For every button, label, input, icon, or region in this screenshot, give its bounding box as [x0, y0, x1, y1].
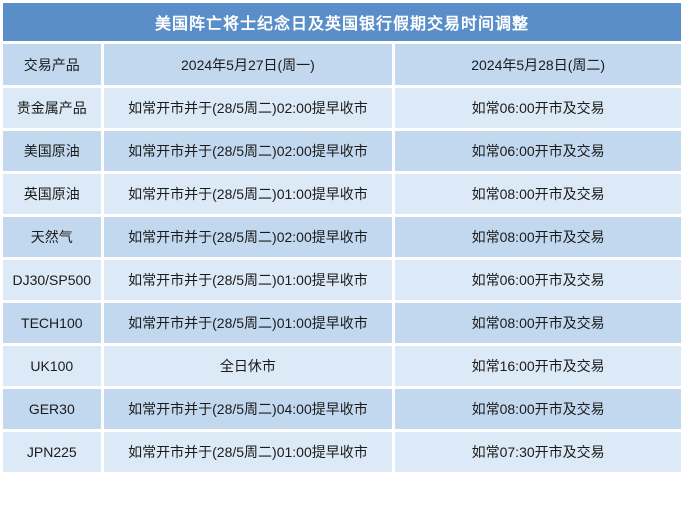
table-row-ger30: GER30 如常开市并于(28/5周二)04:00提早收市 如常08:00开市及… [3, 389, 681, 429]
product-cell: 贵金属产品 [3, 88, 101, 128]
holiday-trading-hours-table: 美国阵亡将士纪念日及英国银行假期交易时间调整 交易产品 2024年5月27日(周… [3, 3, 681, 472]
monday-cell: 如常开市并于(28/5周二)01:00提早收市 [103, 432, 393, 472]
product-cell: JPN225 [3, 432, 101, 472]
monday-cell: 全日休市 [103, 346, 393, 386]
table-row-us-crude: 美国原油 如常开市并于(28/5周二)02:00提早收市 如常06:00开市及交… [3, 131, 681, 171]
table-title: 美国阵亡将士纪念日及英国银行假期交易时间调整 [3, 3, 681, 41]
monday-cell: 如常开市并于(28/5周二)01:00提早收市 [103, 303, 393, 343]
product-cell: DJ30/SP500 [3, 260, 101, 300]
tuesday-cell: 如常08:00开市及交易 [395, 389, 681, 429]
product-cell: TECH100 [3, 303, 101, 343]
table-row-tech100: TECH100 如常开市并于(28/5周二)01:00提早收市 如常08:00开… [3, 303, 681, 343]
tuesday-cell: 如常06:00开市及交易 [395, 88, 681, 128]
monday-cell: 如常开市并于(28/5周二)01:00提早收市 [103, 174, 393, 214]
monday-cell: 如常开市并于(28/5周二)01:00提早收市 [103, 260, 393, 300]
tuesday-cell: 如常08:00开市及交易 [395, 303, 681, 343]
table-row-precious-metals: 贵金属产品 如常开市并于(28/5周二)02:00提早收市 如常06:00开市及… [3, 88, 681, 128]
column-header-product: 交易产品 [3, 44, 101, 85]
column-header-monday: 2024年5月27日(周一) [103, 44, 393, 85]
table-row-uk-crude: 英国原油 如常开市并于(28/5周二)01:00提早收市 如常08:00开市及交… [3, 174, 681, 214]
table-row-uk100: UK100 全日休市 如常16:00开市及交易 [3, 346, 681, 386]
table-row-dj30-sp500: DJ30/SP500 如常开市并于(28/5周二)01:00提早收市 如常06:… [3, 260, 681, 300]
monday-cell: 如常开市并于(28/5周二)02:00提早收市 [103, 217, 393, 257]
monday-cell: 如常开市并于(28/5周二)02:00提早收市 [103, 88, 393, 128]
tuesday-cell: 如常06:00开市及交易 [395, 131, 681, 171]
tuesday-cell: 如常06:00开市及交易 [395, 260, 681, 300]
product-cell: 英国原油 [3, 174, 101, 214]
product-cell: GER30 [3, 389, 101, 429]
column-header-row: 交易产品 2024年5月27日(周一) 2024年5月28日(周二) [3, 44, 681, 85]
tuesday-cell: 如常08:00开市及交易 [395, 174, 681, 214]
product-cell: 天然气 [3, 217, 101, 257]
product-cell: 美国原油 [3, 131, 101, 171]
title-row: 美国阵亡将士纪念日及英国银行假期交易时间调整 [3, 3, 681, 41]
tuesday-cell: 如常07:30开市及交易 [395, 432, 681, 472]
column-header-tuesday: 2024年5月28日(周二) [395, 44, 681, 85]
table-row-jpn225: JPN225 如常开市并于(28/5周二)01:00提早收市 如常07:30开市… [3, 432, 681, 472]
monday-cell: 如常开市并于(28/5周二)04:00提早收市 [103, 389, 393, 429]
tuesday-cell: 如常16:00开市及交易 [395, 346, 681, 386]
monday-cell: 如常开市并于(28/5周二)02:00提早收市 [103, 131, 393, 171]
tuesday-cell: 如常08:00开市及交易 [395, 217, 681, 257]
table-row-natural-gas: 天然气 如常开市并于(28/5周二)02:00提早收市 如常08:00开市及交易 [3, 217, 681, 257]
product-cell: UK100 [3, 346, 101, 386]
